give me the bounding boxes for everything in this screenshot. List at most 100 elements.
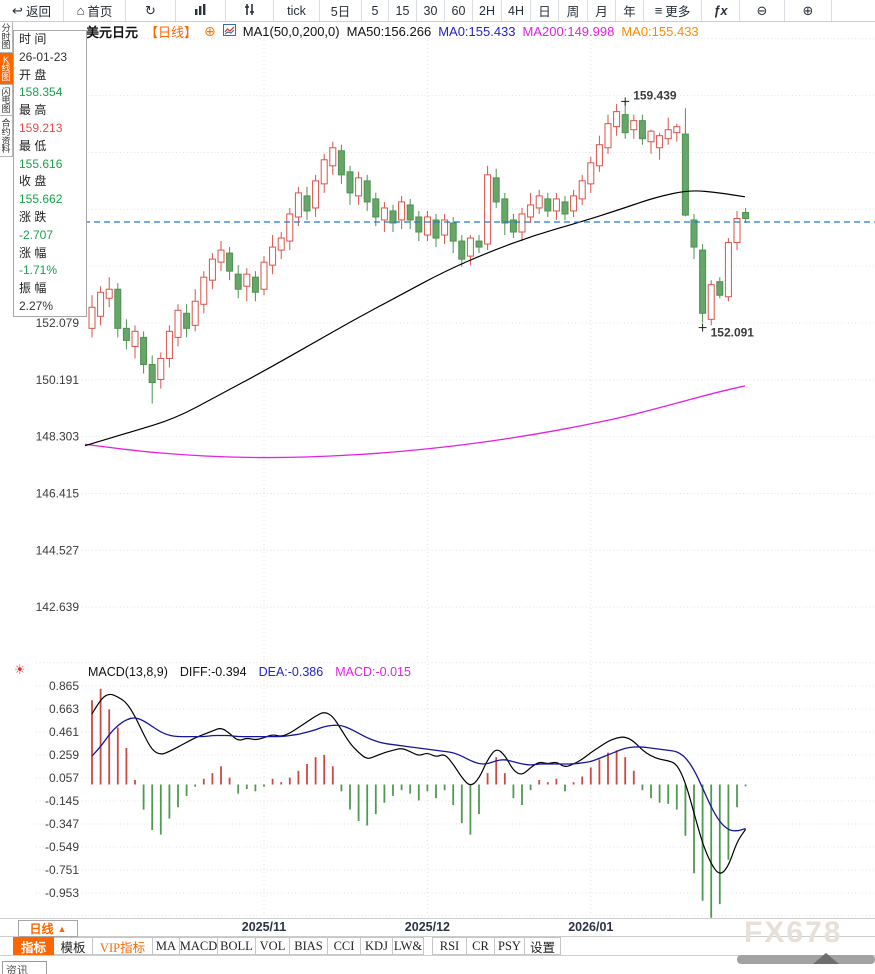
period-year-button[interactable]: 年 bbox=[616, 0, 644, 21]
period-60m-button[interactable]: 60 bbox=[445, 0, 473, 21]
toolbar-label: 首页 bbox=[87, 5, 113, 19]
left-tab-3[interactable]: 合约资料 bbox=[0, 116, 13, 157]
macd-diff-value: DIFF:-0.394 bbox=[179, 665, 247, 679]
tab-LW&[interactable]: LW& bbox=[393, 937, 424, 955]
symbol-title: 美元日元 bbox=[86, 24, 139, 40]
xaxis-month-label: 2025/12 bbox=[404, 920, 450, 934]
scrollbar[interactable] bbox=[737, 953, 875, 964]
tab-CCI[interactable]: CCI bbox=[328, 937, 361, 955]
info-label: 最 低 bbox=[19, 138, 47, 153]
refresh-icon: ↻ bbox=[145, 3, 156, 18]
indicator-settings-icon[interactable]: ☀ bbox=[14, 662, 26, 677]
info-value: 159.213 bbox=[19, 120, 63, 135]
period-week-button[interactable]: 周 bbox=[559, 0, 588, 21]
info-value: -1.71% bbox=[19, 263, 58, 278]
period-month-button[interactable]: 月 bbox=[588, 0, 616, 21]
tab-指标[interactable]: 指标 bbox=[13, 937, 54, 955]
svg-text:-0.953: -0.953 bbox=[45, 886, 79, 900]
tab-MA[interactable]: MA bbox=[153, 937, 180, 955]
home-icon: ⌂ bbox=[76, 3, 85, 18]
indicator-tab-bar: 指标 模板 VIP指标 MA MACD BOLL VOL BIAS CCI KDJ LW& RSI CR… bbox=[0, 937, 875, 956]
fx-button[interactable]: ƒx bbox=[702, 0, 740, 21]
period-2h-button[interactable]: 2H bbox=[473, 0, 502, 21]
toolbar-label: 日 bbox=[538, 5, 551, 19]
svg-text:-0.549: -0.549 bbox=[45, 840, 79, 854]
xaxis-month-label: 2026/01 bbox=[568, 920, 614, 934]
tab-VOL[interactable]: VOL bbox=[256, 937, 290, 955]
left-tab-2[interactable]: 闪电图 bbox=[0, 84, 13, 117]
more-button[interactable]: ≡ 更多 bbox=[644, 0, 702, 21]
line-chart-icon[interactable] bbox=[222, 23, 236, 39]
ma-params-label: MA1(50,0,200,0) bbox=[242, 23, 340, 39]
svg-text:-0.145: -0.145 bbox=[45, 794, 79, 808]
toolbar-label: 周 bbox=[566, 5, 580, 19]
svg-text:0.461: 0.461 bbox=[49, 725, 79, 739]
zoom-out-button[interactable]: ⊖ bbox=[740, 0, 785, 21]
watermark: FX678 bbox=[744, 916, 843, 949]
indicators-button[interactable] bbox=[226, 0, 274, 21]
ohlc-info-panel: 时 间 26-01-23 开 盘 158.354 最 高 159.213 最 低 155.61… bbox=[13, 30, 87, 317]
svg-text:148.303: 148.303 bbox=[36, 430, 80, 444]
tab-模板[interactable]: 模板 bbox=[54, 937, 93, 955]
refresh-button[interactable]: ↻ bbox=[126, 0, 176, 21]
period-15m-button[interactable]: 15 bbox=[389, 0, 417, 21]
tab-BIAS[interactable]: BIAS bbox=[290, 937, 328, 955]
macd-dea-value: DEA:-0.386 bbox=[258, 665, 324, 679]
macd-macd-value: MACD:-0.015 bbox=[335, 665, 411, 679]
tab-MACD[interactable]: MACD bbox=[180, 937, 218, 955]
ma0-orange-value: MA0:155.433 bbox=[621, 23, 699, 39]
toolbar-label: 返回 bbox=[25, 5, 51, 19]
period-30m-button[interactable]: 30 bbox=[417, 0, 445, 21]
ma0-blue-value: MA0:155.433 bbox=[438, 23, 516, 39]
period-selector[interactable]: 日线 ▲ bbox=[18, 920, 78, 937]
toolbar-label: 年 bbox=[623, 5, 636, 19]
info-label: 时 间 bbox=[19, 32, 47, 46]
tab-RSI[interactable]: RSI bbox=[432, 937, 467, 955]
period-title: 【日线】 bbox=[145, 24, 198, 40]
svg-text:0.865: 0.865 bbox=[49, 679, 79, 693]
tab-KDJ[interactable]: KDJ bbox=[361, 937, 393, 955]
period-5d-button[interactable]: 5日 bbox=[320, 0, 362, 21]
chart-type-button[interactable] bbox=[176, 0, 226, 21]
ma200-value: MA200:149.998 bbox=[522, 23, 615, 39]
info-value: 2.27% bbox=[19, 298, 54, 313]
zoom-out-icon: ⊖ bbox=[756, 3, 768, 18]
zoom-in-button[interactable]: ⊕ bbox=[785, 0, 832, 21]
back-button[interactable]: ↩ 返回 bbox=[0, 0, 64, 21]
chart-title-row: 美元日元 【日线】 ⊕ MA1(50,0,200,0) MA50:156.266… bbox=[86, 23, 699, 40]
xaxis-month-label: 2025/11 bbox=[241, 920, 287, 934]
tick-button[interactable]: tick bbox=[274, 0, 320, 21]
tab-VIP指标[interactable]: VIP指标 bbox=[93, 937, 153, 955]
toolbar-label: 5日 bbox=[330, 5, 351, 19]
svg-text:142.639: 142.639 bbox=[36, 600, 80, 614]
sliders-icon bbox=[243, 3, 256, 18]
info-label: 涨 幅 bbox=[19, 245, 47, 260]
toolbar-label: 60 bbox=[451, 3, 466, 18]
period-5m-button[interactable]: 5 bbox=[362, 0, 389, 21]
toolbar-label: 月 bbox=[595, 5, 608, 19]
plus-circle-icon[interactable]: ⊕ bbox=[204, 23, 216, 39]
svg-text:0.057: 0.057 bbox=[49, 771, 79, 785]
tab-CR[interactable]: CR bbox=[467, 937, 495, 955]
info-value: 155.662 bbox=[19, 192, 63, 207]
toolbar-label: 4H bbox=[508, 3, 524, 18]
tab-PSY[interactable]: PSY bbox=[495, 937, 525, 955]
svg-text:146.415: 146.415 bbox=[36, 486, 80, 500]
home-button[interactable]: ⌂ 首页 bbox=[64, 0, 126, 21]
left-tab-0[interactable]: 分时图 bbox=[0, 21, 13, 53]
period-4h-button[interactable]: 4H bbox=[502, 0, 531, 21]
toolbar-label: tick bbox=[287, 3, 306, 18]
back-icon: ↩ bbox=[12, 3, 23, 18]
macd-params-label: MACD(13,8,9) bbox=[88, 665, 168, 679]
tab-设置[interactable]: 设置 bbox=[525, 937, 561, 955]
tab-BOLL[interactable]: BOLL bbox=[218, 937, 256, 955]
toolbar-label: 15 bbox=[395, 3, 410, 18]
info-label: 开 盘 bbox=[19, 67, 47, 82]
svg-text:159.439: 159.439 bbox=[633, 88, 677, 102]
info-value: 158.354 bbox=[19, 85, 63, 100]
period-day-button[interactable]: 日 bbox=[531, 0, 559, 21]
